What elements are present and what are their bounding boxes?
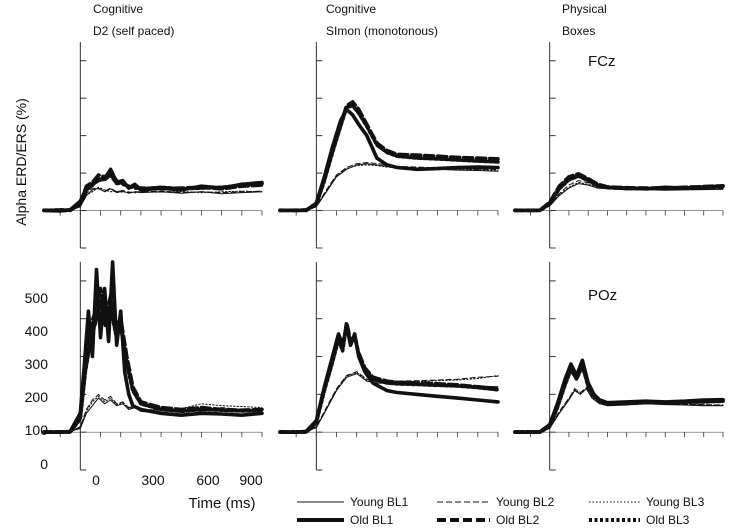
x-tick-label: 900 xyxy=(239,472,263,488)
series-line-young-bl1 xyxy=(279,163,499,211)
series-line-old-bl1 xyxy=(278,324,500,434)
series-line-young-bl3 xyxy=(279,371,499,433)
panel-2 xyxy=(278,42,500,249)
y-tick-label: 300 xyxy=(25,356,49,372)
series-line-old-bl3 xyxy=(513,174,725,213)
series-line-old-bl2 xyxy=(278,320,500,434)
x-tick-label: 300 xyxy=(141,472,165,488)
series-line-old-bl3 xyxy=(513,364,725,434)
x-tick-label: 0 xyxy=(92,472,100,488)
col-header-2-line1: Cognitive xyxy=(326,2,376,16)
y-axis-label: Alpha ERD/ERS (%) xyxy=(13,98,29,226)
panel-5 xyxy=(278,262,500,471)
legend-label-young-bl1: Young BL1 xyxy=(350,495,409,509)
x-axis-label: Time (ms) xyxy=(189,495,256,512)
legend-label-young-bl2: Young BL2 xyxy=(496,495,555,509)
series-line-old-bl3 xyxy=(278,103,500,213)
y-tick-label: 400 xyxy=(25,323,49,339)
col-header-1-line2: D2 (self paced) xyxy=(93,24,174,38)
series-line-old-bl3 xyxy=(278,322,500,434)
series-line-old-bl3 xyxy=(42,298,264,434)
series-line-young-bl3 xyxy=(514,182,724,211)
chart-panels xyxy=(42,42,725,471)
y-tick-label: 200 xyxy=(25,389,49,405)
panel-3 xyxy=(513,42,725,249)
col-header-3-line2: Boxes xyxy=(562,24,595,38)
col-header-1-line1: Cognitive xyxy=(93,2,143,16)
panel-4 xyxy=(42,260,264,471)
legend-label-old-bl2: Old BL2 xyxy=(496,513,540,527)
series-line-old-bl1 xyxy=(513,358,725,434)
y-tick-label: 100 xyxy=(25,422,49,438)
series-line-old-bl3 xyxy=(42,173,264,213)
y-tick-label: 500 xyxy=(25,290,49,306)
x-tick-label: 600 xyxy=(196,472,220,488)
electrode-label-fcz: FCz xyxy=(588,53,616,70)
panel-1 xyxy=(42,42,264,249)
series-line-young-bl3 xyxy=(43,395,263,433)
legend-label-old-bl1: Old BL1 xyxy=(350,513,394,527)
series-line-old-bl2 xyxy=(278,100,500,213)
electrode-label-poz: POz xyxy=(588,287,617,304)
legend: Young BL1 Young BL2 Young BL3 Old BL1 Ol… xyxy=(297,495,705,527)
col-header-3-line1: Physical xyxy=(562,2,607,16)
legend-label-old-bl3: Old BL3 xyxy=(646,513,690,527)
panel-6 xyxy=(513,262,725,471)
y-tick-label: 0 xyxy=(40,456,48,472)
legend-label-young-bl3: Young BL3 xyxy=(646,495,705,509)
col-header-2-line2: SImon (monotonous) xyxy=(326,24,438,38)
series-line-old-bl2 xyxy=(513,362,725,434)
